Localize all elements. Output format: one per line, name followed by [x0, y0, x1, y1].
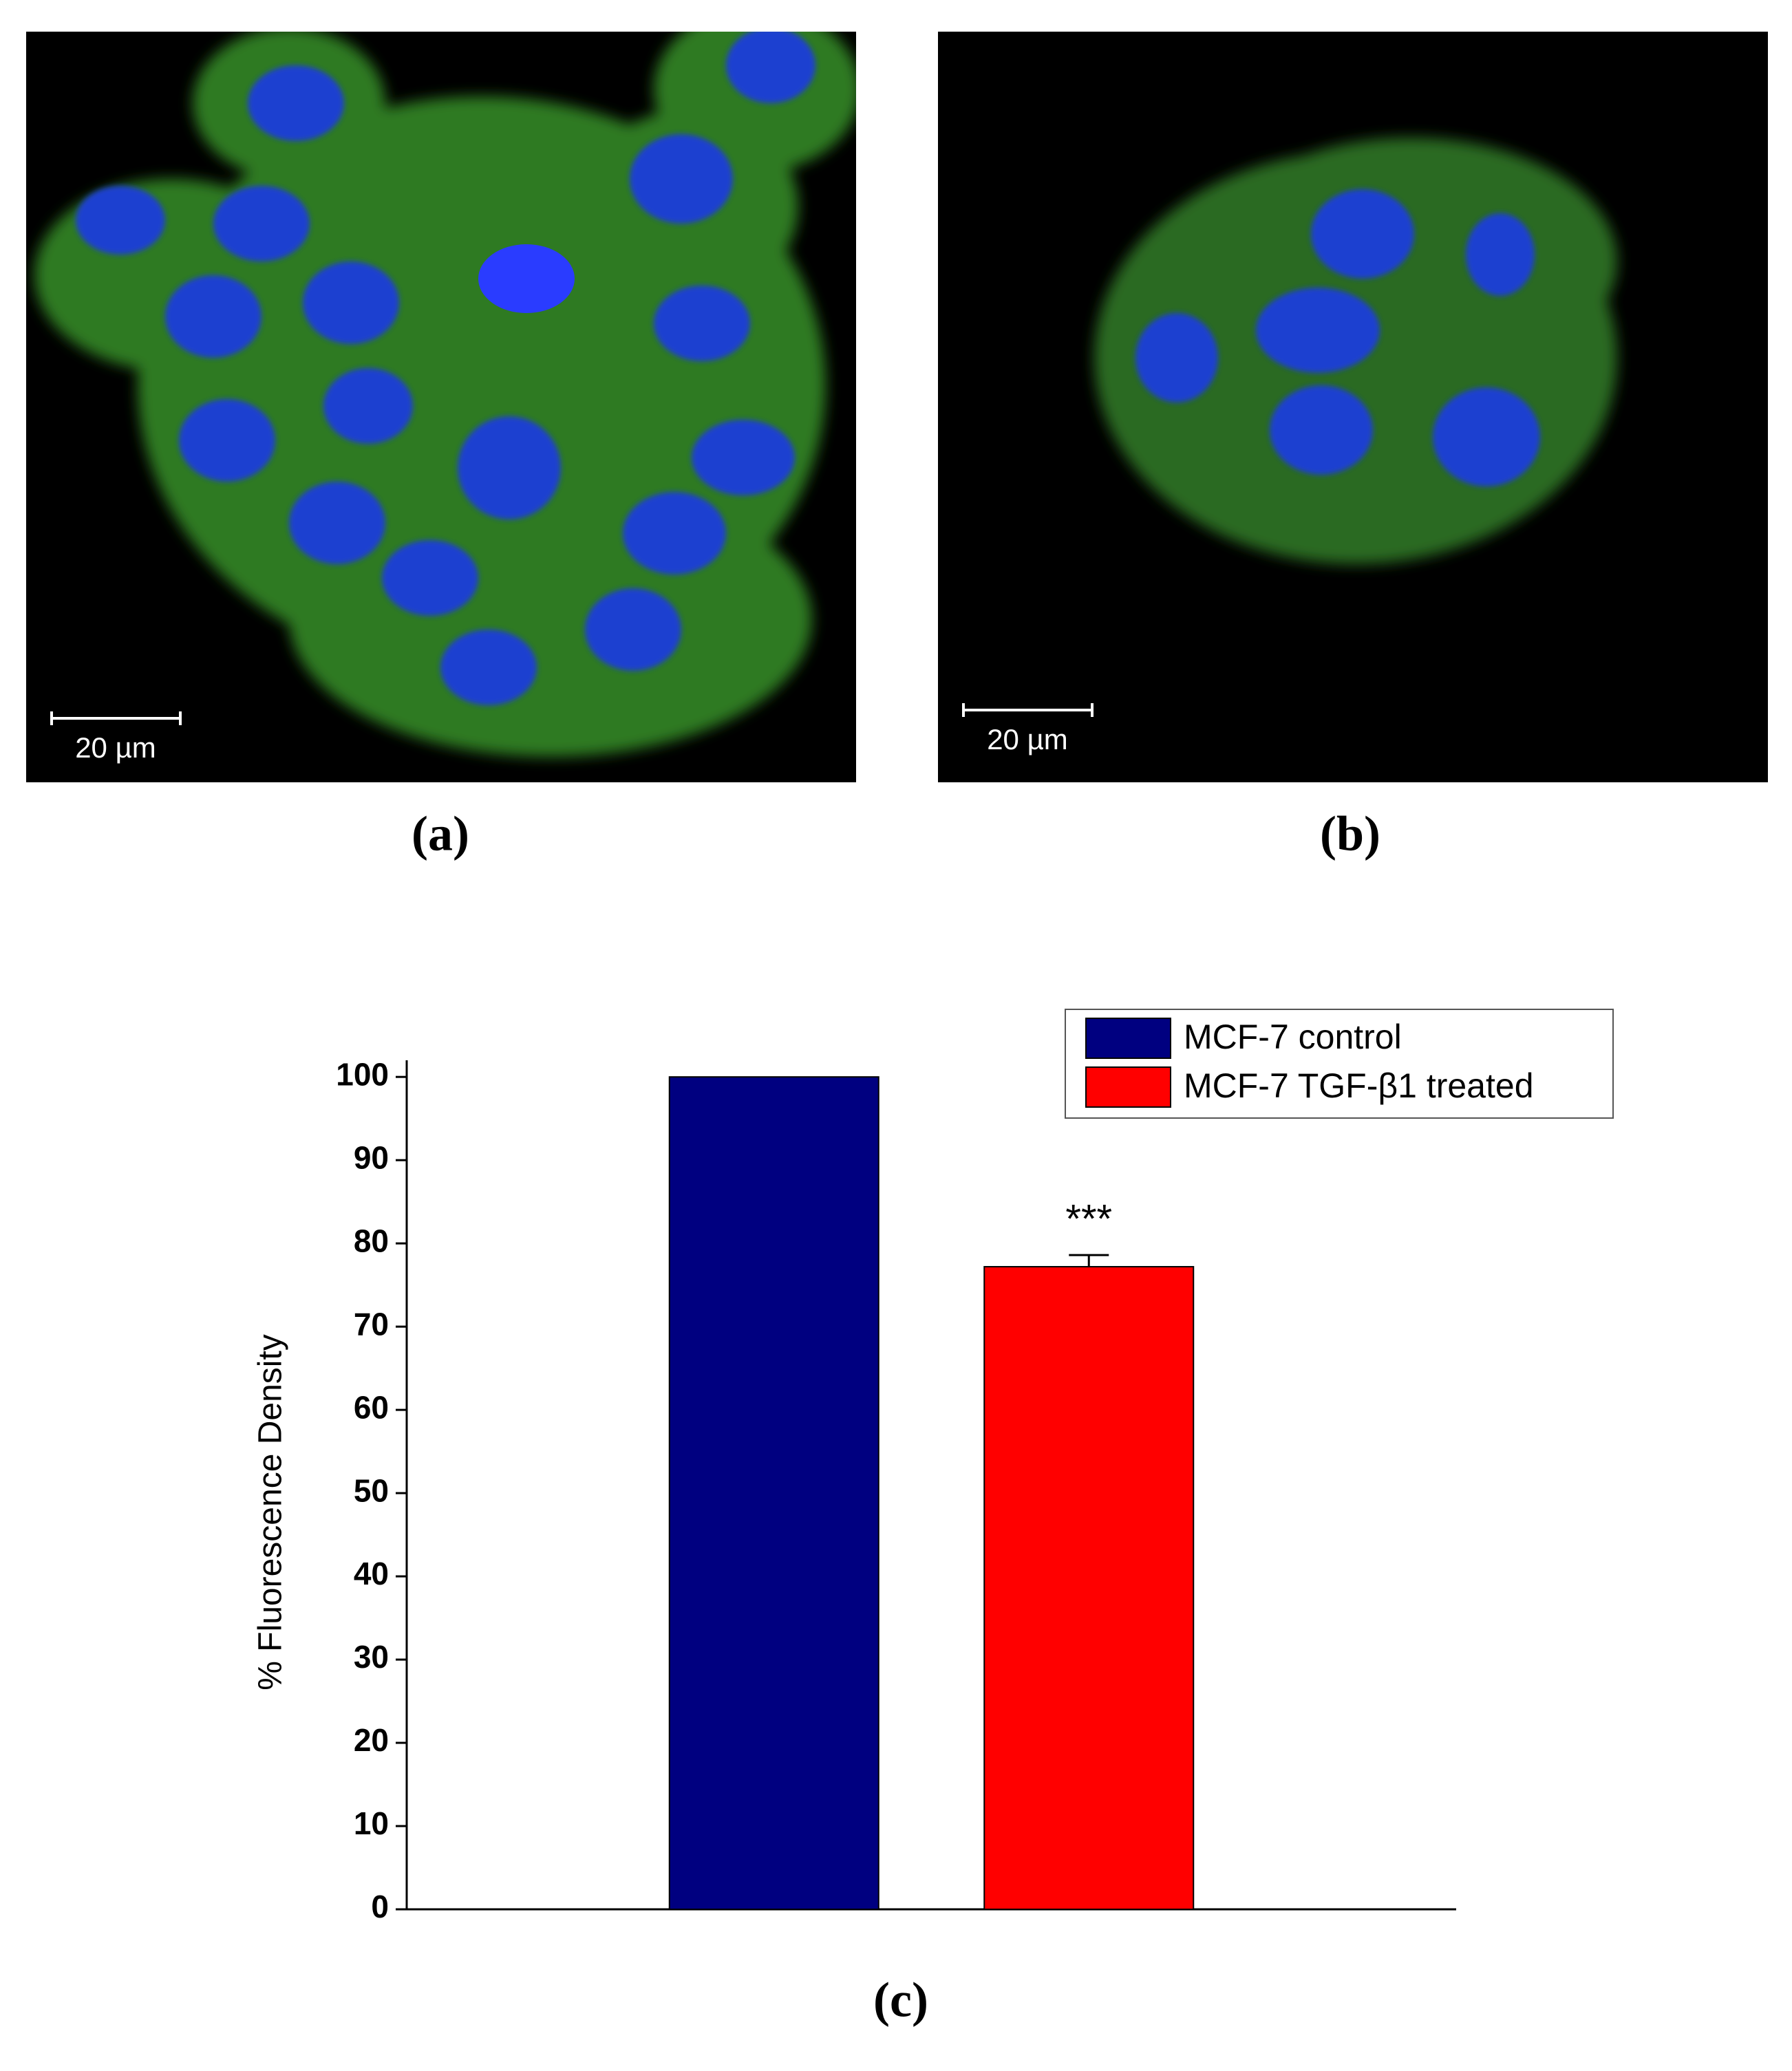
y-tick-label: 60: [354, 1389, 389, 1425]
micrograph-b: [938, 32, 1768, 782]
micrograph-a: [26, 32, 856, 782]
panel-label: (a): [412, 806, 469, 861]
y-tick-label: 20: [354, 1722, 389, 1758]
y-tick-label: 90: [354, 1139, 389, 1175]
legend-label: MCF-7 control: [1184, 1018, 1402, 1056]
bar: [668, 1076, 879, 1910]
scale-bar-label: 20 µm: [75, 731, 156, 764]
scale-bar-label: 20 µm: [987, 723, 1068, 755]
scale-bar: [50, 703, 1094, 725]
y-axis-title: % Fluorescence Density: [253, 1334, 289, 1691]
significance: ***: [1065, 1197, 1112, 1241]
y-tick-label: 30: [354, 1639, 389, 1675]
error-bar: [1069, 1254, 1109, 1267]
y-tick-label: 10: [354, 1805, 389, 1841]
legend-label: MCF-7 TGF-β1 treated: [1184, 1066, 1534, 1105]
y-tick-label: 100: [336, 1056, 389, 1092]
legend-swatch: [1085, 1018, 1171, 1059]
bar: [983, 1266, 1195, 1910]
panel-label: (b): [1320, 806, 1380, 861]
legend-swatch: [1085, 1066, 1171, 1108]
y-tick-label: 0: [371, 1889, 389, 1924]
y-tick-label: 80: [354, 1223, 389, 1258]
mitotic-nucleus: [478, 244, 575, 313]
y-tick-label: 40: [354, 1556, 389, 1591]
panel-label: (c): [873, 1973, 928, 2028]
y-tick-label: 50: [354, 1472, 389, 1508]
y-tick-label: 70: [354, 1306, 389, 1342]
